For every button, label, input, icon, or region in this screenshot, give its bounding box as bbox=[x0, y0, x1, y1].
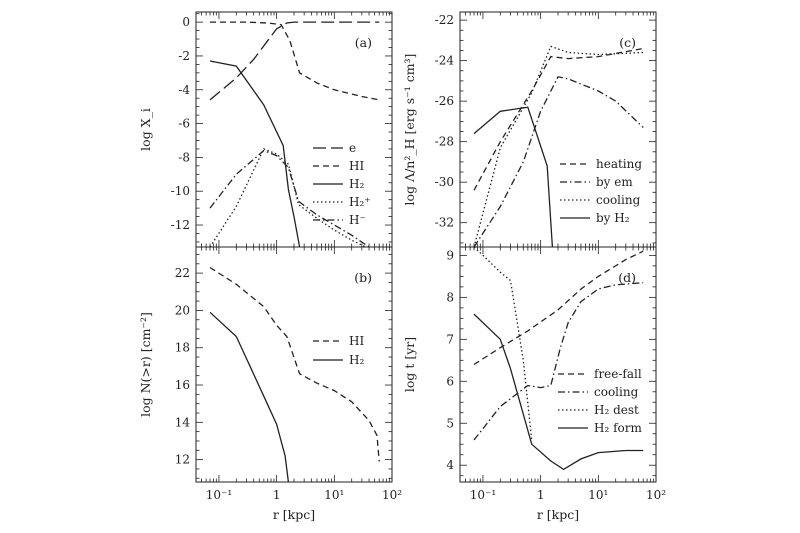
panel-b: 22 20 18 16 14 12 10⁻¹ 1 10¹ 10² r [kpc] log N(>r) … bbox=[138, 246, 402, 522]
y-tick-label: -2 bbox=[178, 49, 190, 63]
x-tick-label: 1 bbox=[537, 488, 545, 502]
y-tick-label: -32 bbox=[435, 216, 454, 230]
x-tick-label: 10¹ bbox=[588, 488, 608, 502]
y-tick-label: -10 bbox=[171, 184, 190, 198]
x-tick-label: 10⁻¹ bbox=[470, 488, 496, 502]
series-line-H bbox=[209, 60, 301, 247]
legend-label: H₂ bbox=[349, 177, 364, 191]
series-line-Hform bbox=[473, 313, 644, 471]
panel-d: 9 8 7 6 5 4 10⁻¹ 1 10¹ 10² r [kpc] log t [yr] (d) fre… bbox=[402, 246, 666, 522]
legend-label: HI bbox=[349, 334, 364, 348]
panel-label: (a) bbox=[355, 35, 372, 50]
series-group bbox=[473, 247, 644, 471]
y-tick-label: -26 bbox=[435, 94, 454, 108]
y-tick-label: -12 bbox=[171, 218, 190, 232]
panel-label: (c) bbox=[619, 35, 636, 50]
y-tick-label: 4 bbox=[446, 458, 454, 472]
panel-label: (b) bbox=[354, 270, 372, 285]
x-tick-label: 1 bbox=[273, 488, 281, 502]
x-tick-label: 10⁻¹ bbox=[206, 488, 232, 502]
plot-panels: 0 -2 -4 -6 -8 -10 -12 log X_i (a) e HI H₂ H₂⁺ H⁻ 22 20 1… bbox=[138, 11, 666, 522]
y-axis-label: log t [yr] bbox=[402, 337, 417, 392]
y-tick-label: 14 bbox=[175, 415, 191, 429]
panel-c: -22 -24 -26 -28 -30 -32 log Λ/n²_H [erg s⁻¹ cm… bbox=[402, 11, 657, 248]
series-line-cooling bbox=[473, 282, 644, 441]
y-tick-label: 16 bbox=[175, 378, 190, 392]
y-axis-label: log Λ/n²_H [erg s⁻¹ cm³] bbox=[402, 54, 417, 206]
y-tick-label: 18 bbox=[175, 341, 190, 355]
series-group bbox=[209, 21, 380, 247]
legend-label: cooling bbox=[596, 193, 641, 207]
y-tick-label: -30 bbox=[435, 175, 454, 189]
y-tick-label: -6 bbox=[178, 117, 190, 131]
legend-label: H₂⁺ bbox=[349, 195, 371, 209]
y-tick-label: 22 bbox=[175, 266, 190, 280]
series-line-byH bbox=[473, 106, 554, 247]
y-tick-label: -28 bbox=[435, 135, 454, 149]
y-tick-label: 5 bbox=[446, 416, 454, 430]
legend-label: H₂ form bbox=[594, 421, 642, 435]
legend-label: H₂ bbox=[349, 353, 364, 367]
y-tick-label: 8 bbox=[446, 290, 454, 304]
y-tick-label: 7 bbox=[446, 332, 454, 346]
series-line-H bbox=[209, 311, 290, 482]
legend-label: H⁻ bbox=[349, 213, 366, 227]
panel-a: 0 -2 -4 -6 -8 -10 -12 log X_i (a) e HI H₂ H₂⁺ H⁻ bbox=[138, 11, 393, 248]
series-group bbox=[209, 266, 380, 482]
y-tick-label: -24 bbox=[435, 54, 455, 68]
series-line-freefall bbox=[473, 250, 644, 366]
series-line-HI bbox=[210, 21, 380, 101]
y-tick-label: 12 bbox=[175, 453, 190, 467]
y-tick-label: -8 bbox=[178, 150, 190, 164]
y-tick-label: 20 bbox=[175, 303, 190, 317]
legend-label: free-fall bbox=[594, 367, 642, 381]
series-line-HI bbox=[209, 266, 380, 462]
panel-label: (d) bbox=[618, 270, 636, 285]
y-tick-label: -22 bbox=[435, 13, 454, 27]
y-tick-label: -4 bbox=[178, 83, 190, 97]
x-axis-label: r [kpc] bbox=[273, 507, 315, 522]
x-axis-label: r [kpc] bbox=[537, 507, 579, 522]
legend-label: by em bbox=[596, 175, 633, 189]
series-line-cooling bbox=[473, 45, 644, 247]
series-line-byem bbox=[473, 76, 644, 247]
y-tick-label: 0 bbox=[182, 15, 190, 29]
y-axis-label: log X_i bbox=[138, 108, 153, 151]
legend-label: e bbox=[349, 141, 356, 155]
series-line-H bbox=[209, 148, 366, 247]
y-tick-label: 9 bbox=[446, 248, 454, 262]
series-group bbox=[473, 45, 644, 247]
x-tick-label: 10¹ bbox=[324, 488, 344, 502]
series-line-H bbox=[209, 149, 370, 247]
y-tick-label: 6 bbox=[446, 374, 454, 388]
legend-label: by H₂ bbox=[596, 211, 630, 225]
y-axis-label: log N(>r) [cm⁻²] bbox=[138, 312, 153, 417]
legend-label: HI bbox=[349, 159, 364, 173]
legend-label: cooling bbox=[594, 385, 639, 399]
x-tick-label: 10² bbox=[646, 488, 666, 502]
legend-label: heating bbox=[596, 157, 642, 171]
x-tick-label: 10² bbox=[382, 488, 402, 502]
series-line-heating bbox=[473, 47, 644, 191]
series-line-e bbox=[209, 21, 380, 101]
legend-label: H₂ dest bbox=[594, 403, 639, 417]
